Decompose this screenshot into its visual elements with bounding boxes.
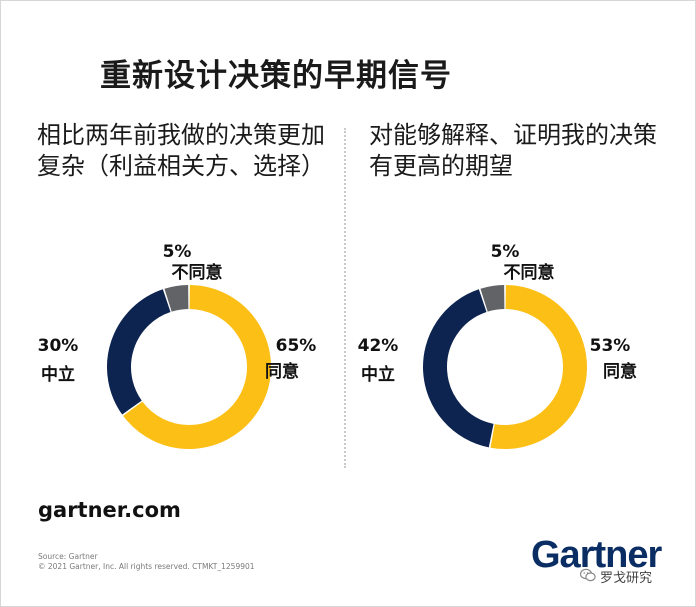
- page-title: 重新设计决策的早期信号: [100, 58, 452, 94]
- slice-category-label: 不同意: [172, 262, 223, 283]
- slice-value-label: 53%: [590, 336, 631, 356]
- slice-category-label: 中立: [361, 364, 395, 385]
- donut-slice: [164, 285, 189, 312]
- chart-title-left: 相比两年前我做的决策更加复杂（利益相关方、选择）: [37, 121, 325, 180]
- divider: [344, 128, 346, 468]
- slice-category-label: 同意: [265, 361, 299, 382]
- source-note: Source: Gartner © 2021 Gartner, Inc. All…: [38, 552, 255, 572]
- donut-slice: [107, 289, 171, 415]
- slice-value-label: 30%: [38, 336, 79, 356]
- chart-title-right: 对能够解释、证明我的决策有更高的期望: [369, 121, 657, 180]
- gartner-logo: Gartner: [531, 534, 662, 576]
- donut-slice: [123, 285, 271, 449]
- donut-slice: [423, 289, 494, 448]
- watermark-text: 罗戈研究: [600, 571, 653, 586]
- slice-category-label: 同意: [603, 361, 637, 382]
- website-link[interactable]: gartner.com: [38, 498, 181, 522]
- slice-value-label: 65%: [276, 336, 317, 356]
- donut-slice: [490, 285, 587, 449]
- donut-slice: [480, 285, 505, 312]
- copyright-line: © 2021 Gartner, Inc. All rights reserved…: [38, 562, 255, 571]
- source-line: Source: Gartner: [38, 552, 98, 561]
- slice-value-label: 5%: [491, 242, 520, 262]
- wechat-icon: [580, 568, 596, 582]
- slice-category-label: 中立: [41, 364, 75, 385]
- slice-value-label: 42%: [358, 336, 399, 356]
- slice-value-label: 5%: [163, 242, 192, 262]
- slice-category-label: 不同意: [504, 262, 555, 283]
